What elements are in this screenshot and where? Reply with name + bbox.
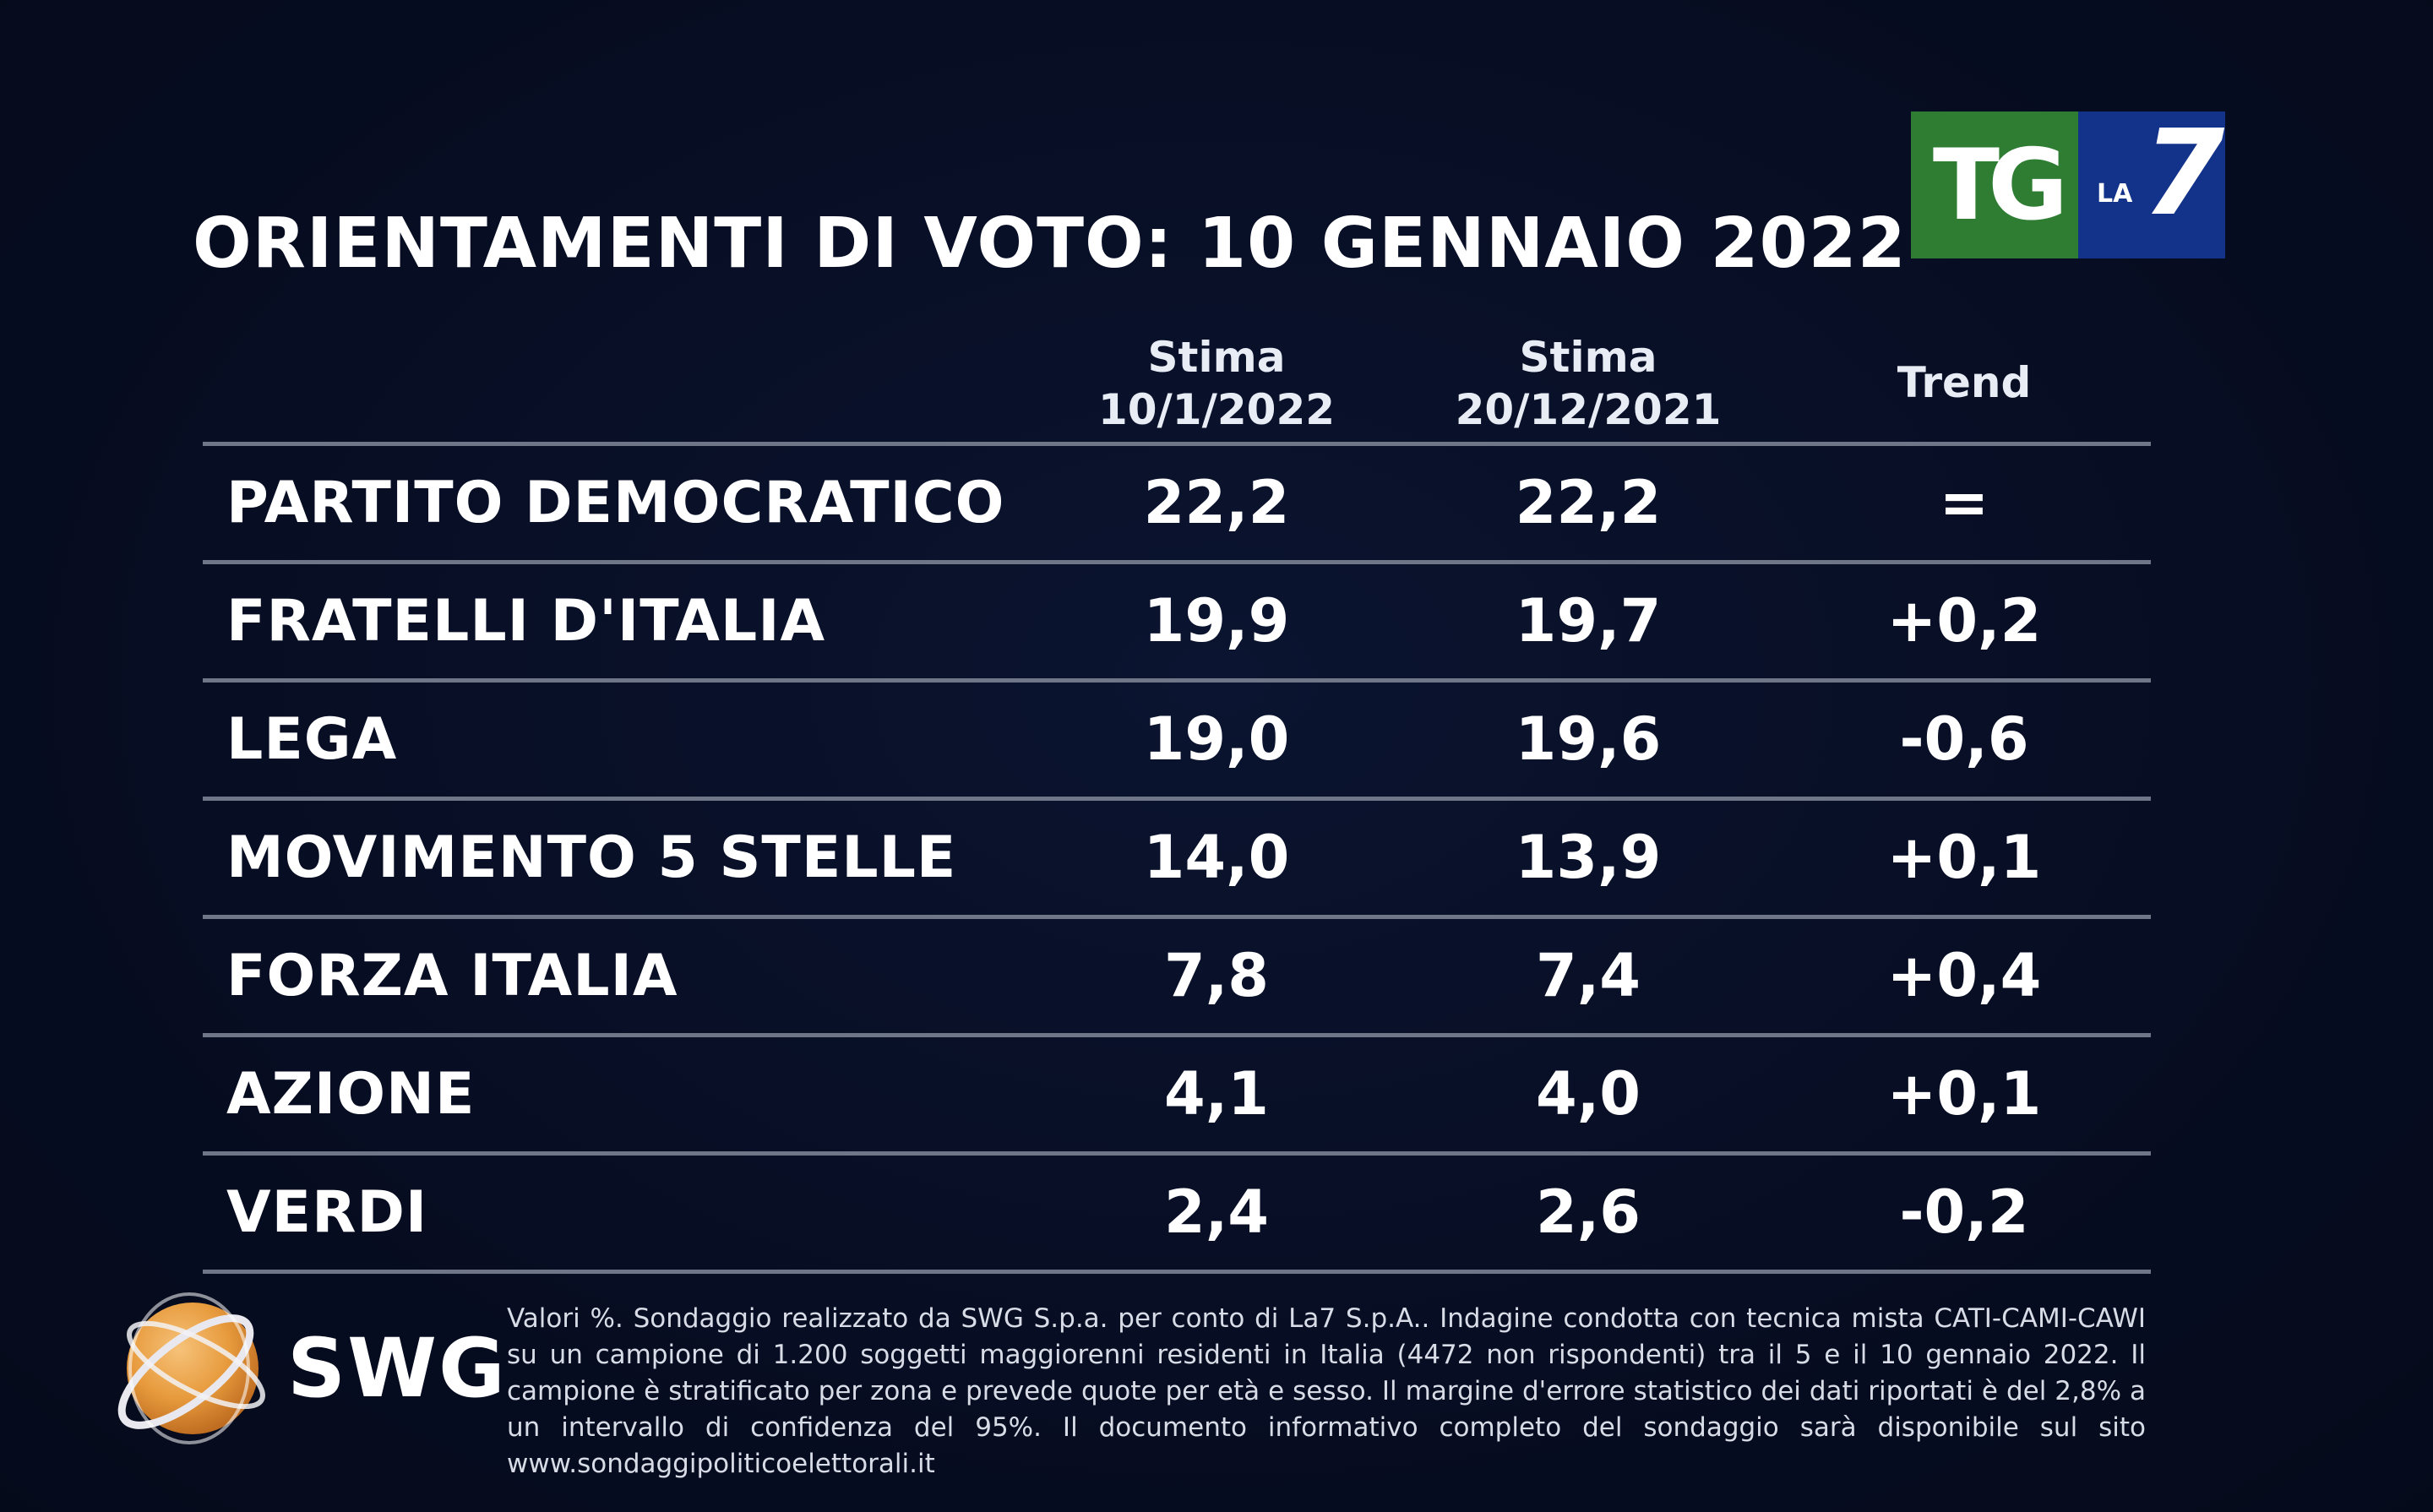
value-trend: = [1939,468,1989,537]
value-stima-20-12-2021: 19,7 [1515,586,1662,655]
table-row: PARTITO DEMOCRATICO 22,2 22,2 = [203,446,2151,564]
table-row: VERDI 2,4 2,6 -0,2 [203,1156,2151,1274]
column-header-stima-10-1-2022: Stima 10/1/2022 [1048,331,1385,436]
table-row: FRATELLI D'ITALIA 19,9 19,7 +0,2 [203,564,2151,683]
party-name: PARTITO DEMOCRATICO [226,470,1005,536]
party-name: LEGA [226,706,398,773]
table-row: AZIONE 4,1 4,0 +0,1 [203,1037,2151,1156]
value-stima-20-12-2021: 19,6 [1515,704,1662,774]
swg-logo: SWG [101,1284,505,1453]
column-header-line1: Stima [1147,333,1286,382]
column-header-line2: 20/12/2021 [1455,385,1722,434]
value-stima-20-12-2021: 4,0 [1535,1059,1641,1129]
value-stima-10-1-2022: 14,0 [1143,823,1290,892]
tg-la7-logo: TG LA 7 [1911,111,2225,258]
swg-globe-icon [117,1292,265,1444]
table-row: LEGA 19,0 19,6 -0,6 [203,683,2151,801]
column-header-line1: Trend [1897,358,2032,407]
value-stima-20-12-2021: 2,6 [1535,1178,1641,1247]
methodology-footnote: Valori %. Sondaggio realizzato da SWG S.… [507,1303,2146,1479]
table-top-rule [203,442,2151,446]
value-trend: -0,2 [1899,1178,2029,1247]
table-row: FORZA ITALIA 7,8 7,4 +0,4 [203,919,2151,1037]
party-name: VERDI [226,1179,428,1246]
party-name: AZIONE [226,1061,476,1128]
value-trend: +0,1 [1886,823,2042,892]
swg-brand-text: SWG [287,1321,507,1416]
value-stima-20-12-2021: 7,4 [1535,941,1641,1010]
column-header-line2: 10/1/2022 [1097,385,1336,434]
value-trend: -0,6 [1899,704,2029,774]
value-stima-10-1-2022: 7,8 [1163,941,1269,1010]
column-header-stima-20-12-2021: Stima 20/12/2021 [1419,331,1757,436]
value-stima-10-1-2022: 2,4 [1163,1178,1269,1247]
logo-seven-text: 7 [2142,105,2225,242]
table-row: MOVIMENTO 5 STELLE 14,0 13,9 +0,1 [203,801,2151,919]
column-header-line1: Stima [1519,333,1657,382]
party-name: FRATELLI D'ITALIA [226,588,826,655]
value-trend: +0,2 [1886,586,2042,655]
logo-la-text: LA [2097,179,2133,209]
value-trend: +0,1 [1886,1059,2042,1129]
value-trend: +0,4 [1886,941,2042,1010]
chart-title: ORIENTAMENTI DI VOTO: 10 GENNAIO 2022 [193,204,1907,284]
logo-tg-block: TG [1911,111,2078,258]
column-header-trend: Trend [1795,356,2133,409]
value-stima-20-12-2021: 22,2 [1515,468,1662,537]
poll-table-body: PARTITO DEMOCRATICO 22,2 22,2 = FRATELLI D'I… [203,446,2151,1274]
value-stima-10-1-2022: 19,0 [1143,704,1290,774]
value-stima-10-1-2022: 19,9 [1143,586,1290,655]
party-name: MOVIMENTO 5 STELLE [226,824,957,891]
value-stima-20-12-2021: 13,9 [1515,823,1662,892]
party-name: FORZA ITALIA [226,943,678,1009]
value-stima-10-1-2022: 22,2 [1143,468,1290,537]
value-stima-10-1-2022: 4,1 [1163,1059,1269,1129]
logo-la7-block: LA 7 [2078,111,2225,258]
